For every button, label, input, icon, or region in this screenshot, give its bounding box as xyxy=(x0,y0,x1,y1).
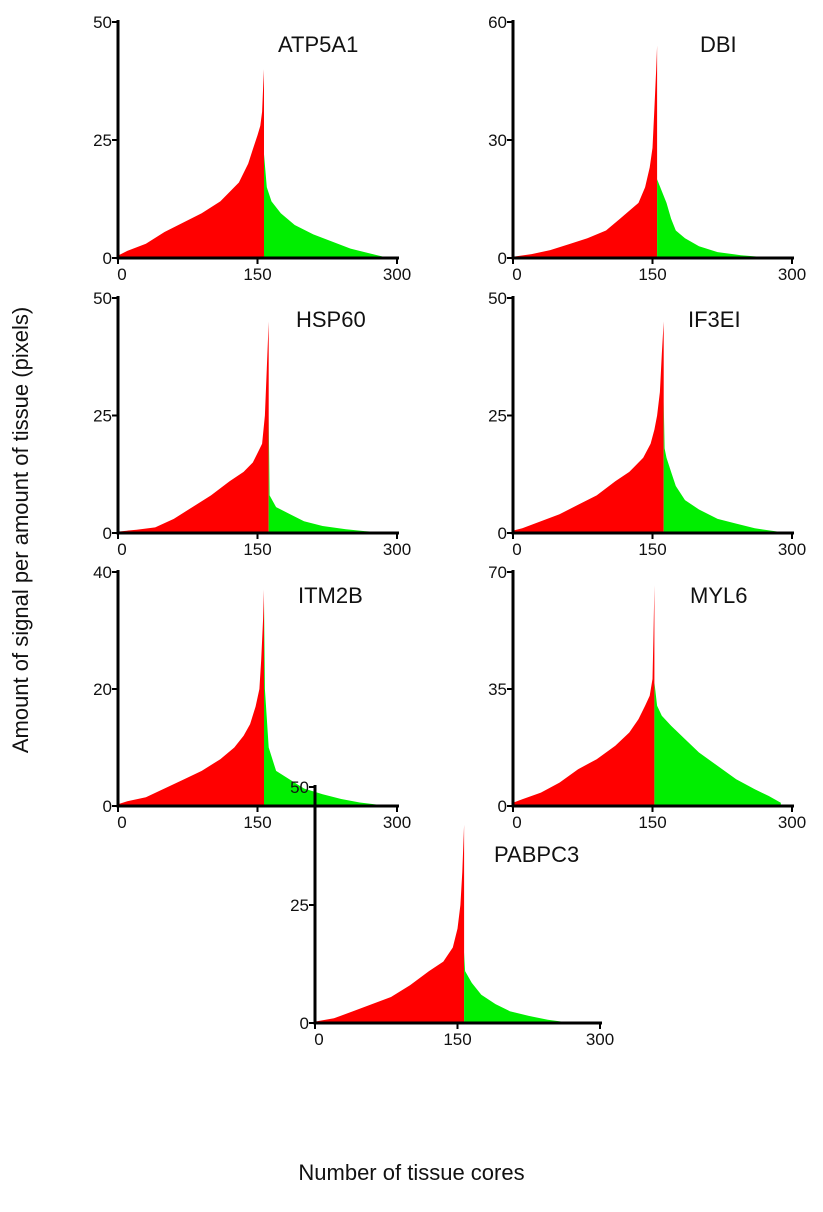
green-area-atp5a1 xyxy=(264,154,384,258)
x-tick-label-myl6-1: 150 xyxy=(638,813,666,832)
panel-title-myl6: MYL6 xyxy=(690,583,747,608)
y-tick-label-if3ei-1: 25 xyxy=(488,407,507,426)
y-tick-label-dbi-2: 60 xyxy=(488,13,507,32)
y-tick-label-atp5a1-2: 50 xyxy=(93,13,112,32)
y-tick-label-itm2b-0: 0 xyxy=(103,797,112,816)
y-tick-label-myl6-0: 0 xyxy=(498,797,507,816)
y-tick-label-pabpc3-2: 50 xyxy=(290,778,309,797)
panel-myl6: 0 35 70 0 150 300 MYL6 xyxy=(488,563,806,832)
y-tick-label-atp5a1-1: 25 xyxy=(93,131,112,150)
y-tick-label-pabpc3-0: 0 xyxy=(300,1014,309,1033)
x-tick-label-dbi-1: 150 xyxy=(638,265,666,284)
panel-title-dbi: DBI xyxy=(700,32,737,57)
green-area-pabpc3 xyxy=(464,952,577,1023)
x-tick-label-hsp60-0: 0 xyxy=(117,540,126,559)
x-tick-label-itm2b-2: 300 xyxy=(383,813,411,832)
x-tick-label-if3ei-2: 300 xyxy=(778,540,806,559)
y-axis-label: Amount of signal per amount of tissue (p… xyxy=(8,306,33,754)
x-tick-label-if3ei-1: 150 xyxy=(638,540,666,559)
x-tick-label-pabpc3-0: 0 xyxy=(314,1030,323,1049)
x-tick-label-itm2b-1: 150 xyxy=(243,813,271,832)
green-area-hsp60 xyxy=(268,415,379,533)
panel-itm2b: 0 20 40 0 150 300 ITM2B xyxy=(93,563,411,832)
panel-title-pabpc3: PABPC3 xyxy=(494,842,579,867)
x-tick-label-if3ei-0: 0 xyxy=(512,540,521,559)
x-tick-label-atp5a1-2: 300 xyxy=(383,265,411,284)
red-area-myl6 xyxy=(513,585,655,806)
red-area-hsp60 xyxy=(118,321,269,533)
y-tick-label-if3ei-0: 0 xyxy=(498,524,507,543)
y-tick-label-itm2b-2: 40 xyxy=(93,563,112,582)
y-tick-label-atp5a1-0: 0 xyxy=(103,249,112,268)
red-area-if3ei xyxy=(513,321,664,533)
panel-hsp60: 0 25 50 0 150 300 HSP60 xyxy=(93,289,411,559)
y-tick-label-dbi-0: 0 xyxy=(498,249,507,268)
red-area-pabpc3 xyxy=(315,824,465,1023)
x-tick-label-dbi-0: 0 xyxy=(512,265,521,284)
green-area-itm2b xyxy=(264,601,379,806)
red-area-atp5a1 xyxy=(118,69,264,258)
x-tick-label-dbi-2: 300 xyxy=(778,265,806,284)
y-tick-label-pabpc3-1: 25 xyxy=(290,896,309,915)
x-tick-label-pabpc3-1: 150 xyxy=(443,1030,471,1049)
green-area-myl6 xyxy=(654,682,781,806)
panel-title-if3ei: IF3EI xyxy=(688,307,741,332)
y-tick-label-itm2b-1: 20 xyxy=(93,680,112,699)
x-tick-label-myl6-0: 0 xyxy=(512,813,521,832)
y-tick-label-hsp60-2: 50 xyxy=(93,289,112,308)
x-tick-label-myl6-2: 300 xyxy=(778,813,806,832)
y-tick-label-myl6-2: 70 xyxy=(488,563,507,582)
panel-title-hsp60: HSP60 xyxy=(296,307,366,332)
panel-title-atp5a1: ATP5A1 xyxy=(278,32,358,57)
x-axis-label: Number of tissue cores xyxy=(298,1160,525,1185)
panel-pabpc3: 0 25 50 0 150 300 PABPC3 xyxy=(290,778,614,1049)
y-tick-label-myl6-1: 35 xyxy=(488,680,507,699)
y-axis-label-wrapper: Amount of signal per amount of tissue (p… xyxy=(4,180,38,880)
y-tick-label-if3ei-2: 50 xyxy=(488,289,507,308)
y-tick-label-dbi-1: 30 xyxy=(488,131,507,150)
panel-if3ei: 0 25 50 0 150 300 IF3EI xyxy=(488,289,806,559)
panel-dbi: 0 30 60 0 150 300 DBI xyxy=(488,13,806,284)
red-area-itm2b xyxy=(118,589,264,806)
panel-title-itm2b: ITM2B xyxy=(298,583,363,608)
green-area-dbi xyxy=(657,179,760,258)
x-tick-label-atp5a1-1: 150 xyxy=(243,265,271,284)
x-tick-label-atp5a1-0: 0 xyxy=(117,265,126,284)
x-tick-label-itm2b-0: 0 xyxy=(117,813,126,832)
y-tick-label-hsp60-0: 0 xyxy=(103,524,112,543)
x-tick-label-pabpc3-2: 300 xyxy=(586,1030,614,1049)
y-tick-label-hsp60-1: 25 xyxy=(93,407,112,426)
red-area-dbi xyxy=(513,45,658,258)
panel-atp5a1: 0 25 50 0 150 300 ATP5A1 xyxy=(93,13,411,284)
x-tick-label-hsp60-1: 150 xyxy=(243,540,271,559)
x-tick-label-hsp60-2: 300 xyxy=(383,540,411,559)
green-area-if3ei xyxy=(663,401,778,533)
